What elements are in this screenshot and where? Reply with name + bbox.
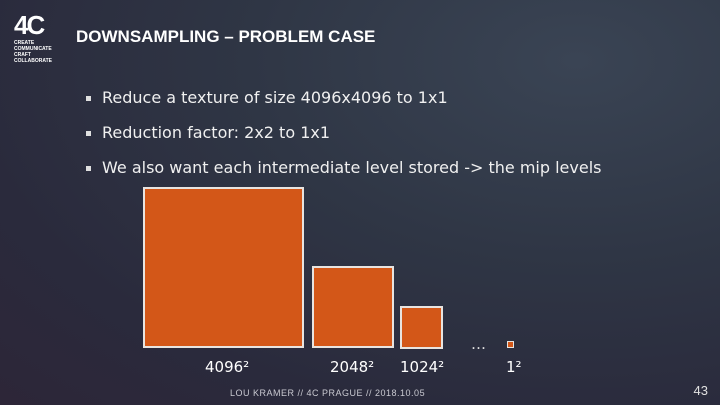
slide-title: DOWNSAMPLING – PROBLEM CASE <box>76 27 376 46</box>
logo-tagline: CREATE COMMUNICATE CRAFT COLLABORATE <box>14 40 64 64</box>
bullet-text: Reduction factor: 2x2 to 1x1 <box>102 123 331 142</box>
logo-line: COLLABORATE <box>14 58 52 64</box>
bullet-text: Reduce a texture of size 4096x4096 to 1x… <box>102 88 448 107</box>
page-number: 43 <box>693 383 708 398</box>
bullet-marker-icon <box>86 166 91 171</box>
mip-label-1: 1² <box>506 358 522 376</box>
mip-level-1-square <box>507 341 514 348</box>
logo: 4C CREATE COMMUNICATE CRAFT COLLABORATE <box>14 12 64 64</box>
mip-level-2048-square <box>312 266 394 348</box>
bullet-list: Reduce a texture of size 4096x4096 to 1x… <box>86 88 601 193</box>
logo-line: COMMUNICATE <box>14 46 52 52</box>
bullet-item: Reduction factor: 2x2 to 1x1 <box>86 123 601 158</box>
logo-line: CRAFT <box>14 52 31 58</box>
bullet-marker-icon <box>86 131 91 136</box>
mip-label-1024: 1024² <box>400 358 445 376</box>
bullet-item: We also want each intermediate level sto… <box>86 158 601 193</box>
mip-label-4096: 4096² <box>205 358 250 376</box>
logo-mark: 4C <box>14 10 45 40</box>
logo-line: CREATE <box>14 40 35 46</box>
footer-text: LOU KRAMER // 4C PRAGUE // 2018.10.05 <box>230 388 426 398</box>
bullet-text: We also want each intermediate level sto… <box>102 158 602 177</box>
ellipsis: … <box>471 335 486 353</box>
mip-level-1024-square <box>400 306 443 349</box>
mip-level-4096-square <box>143 187 304 348</box>
mip-label-2048: 2048² <box>330 358 375 376</box>
bullet-marker-icon <box>86 96 91 101</box>
bullet-item: Reduce a texture of size 4096x4096 to 1x… <box>86 88 601 123</box>
